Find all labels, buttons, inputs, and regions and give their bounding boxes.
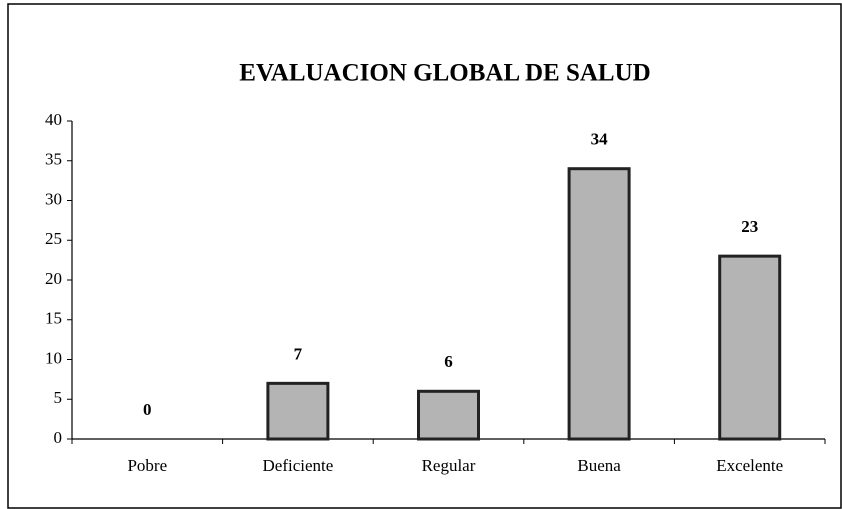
x-tick-label: Buena xyxy=(577,456,621,475)
x-tick-label: Regular xyxy=(422,456,476,475)
data-label: 7 xyxy=(294,344,303,363)
data-label: 23 xyxy=(741,217,758,236)
bar xyxy=(417,389,480,441)
y-tick-label: 0 xyxy=(54,428,63,447)
data-label: 0 xyxy=(143,400,152,419)
bar xyxy=(718,254,782,441)
y-tick-label: 40 xyxy=(45,110,62,129)
y-tick-label: 35 xyxy=(45,150,62,169)
x-tick-label: Excelente xyxy=(716,456,783,475)
data-label: 6 xyxy=(444,352,453,371)
y-tick-label: 30 xyxy=(45,189,62,208)
y-tick-label: 5 xyxy=(54,388,63,407)
bar xyxy=(567,167,631,441)
y-tick-label: 25 xyxy=(45,229,62,248)
chart-title: EVALUACION GLOBAL DE SALUD xyxy=(239,60,650,87)
y-tick-label: 15 xyxy=(45,309,62,328)
data-label: 34 xyxy=(591,130,609,149)
x-tick-label: Pobre xyxy=(127,456,167,475)
y-tick-label: 20 xyxy=(45,269,62,288)
y-tick-label: 10 xyxy=(45,348,62,367)
x-tick-label: Deficiente xyxy=(263,456,334,475)
bar xyxy=(266,381,330,441)
